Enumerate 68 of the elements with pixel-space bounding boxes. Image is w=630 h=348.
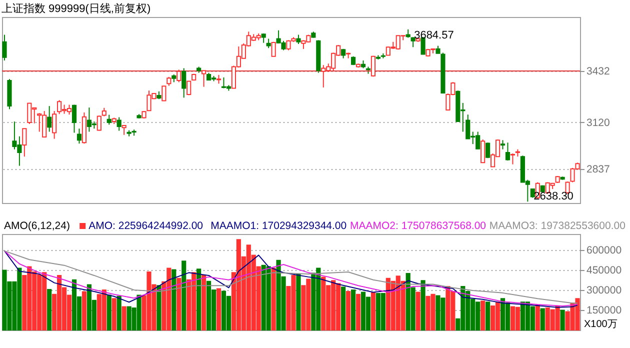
bar (416, 292, 420, 330)
bar (560, 310, 565, 330)
bar (540, 308, 545, 330)
bar (486, 302, 490, 330)
bar (156, 285, 162, 330)
candlestick (116, 116, 122, 132)
bar (196, 268, 202, 330)
candlestick (271, 41, 276, 57)
y-tick-label: 600000 (586, 244, 622, 256)
candlestick (76, 128, 82, 144)
legend-label: AMO: 225964244992.00 (88, 220, 204, 232)
bar (296, 274, 301, 330)
candlestick (122, 124, 126, 136)
bar (356, 294, 361, 330)
bar (346, 290, 351, 330)
bar (370, 292, 376, 330)
y-tick-label: 3120 (586, 116, 610, 129)
candlestick (486, 142, 490, 159)
candlestick (510, 152, 516, 165)
candlestick (530, 188, 535, 198)
y-tick-label: 150000 (586, 304, 622, 316)
candlestick (47, 106, 52, 132)
candlestick (96, 115, 102, 132)
candlestick (296, 34, 301, 44)
bar (480, 300, 486, 330)
candlestick (106, 114, 112, 126)
candlestick (162, 85, 166, 102)
bar (116, 296, 122, 330)
candlestick (182, 68, 186, 98)
candlestick (410, 36, 416, 48)
text: MAAMO1: 170294329344.00 (210, 220, 347, 232)
text: MAAMO3: 197382553600.00 (489, 220, 626, 232)
text: MAAMO2: 175078637568.00 (350, 220, 486, 232)
candlestick (480, 138, 486, 164)
bar (82, 291, 87, 330)
annotation: 3684.57 (414, 29, 454, 42)
bar (350, 290, 356, 330)
bar (216, 288, 222, 330)
candlestick (176, 69, 182, 83)
annotation: 2638.30 (534, 190, 574, 203)
bar (535, 304, 540, 330)
candlestick (500, 140, 506, 150)
bar (176, 278, 182, 330)
candlestick (72, 104, 77, 134)
y-tick-label: 450000 (586, 264, 622, 276)
text: X100万 (584, 319, 618, 330)
candlestick (266, 38, 271, 49)
chart-title: AMO(6,12,24) (4, 220, 70, 232)
bar (106, 294, 112, 330)
bar (182, 260, 186, 330)
bar (112, 298, 116, 330)
bar (47, 288, 52, 330)
candlestick (2, 34, 7, 61)
candlestick (186, 80, 192, 96)
y-tick-label: 3432 (586, 65, 610, 78)
candlestick (202, 70, 206, 88)
bar (122, 306, 126, 330)
y-tick-label: 300000 (586, 284, 622, 296)
bar (341, 286, 346, 330)
bar (172, 269, 176, 330)
candlestick (52, 110, 57, 140)
candlestick (22, 128, 27, 158)
bar (420, 280, 426, 330)
y-tick-label: 2837 (586, 163, 610, 176)
candlestick (505, 142, 510, 162)
bar (202, 274, 206, 330)
chart-title: 上证指数 999999(日线,前复权) (2, 2, 151, 15)
bar (271, 268, 276, 330)
